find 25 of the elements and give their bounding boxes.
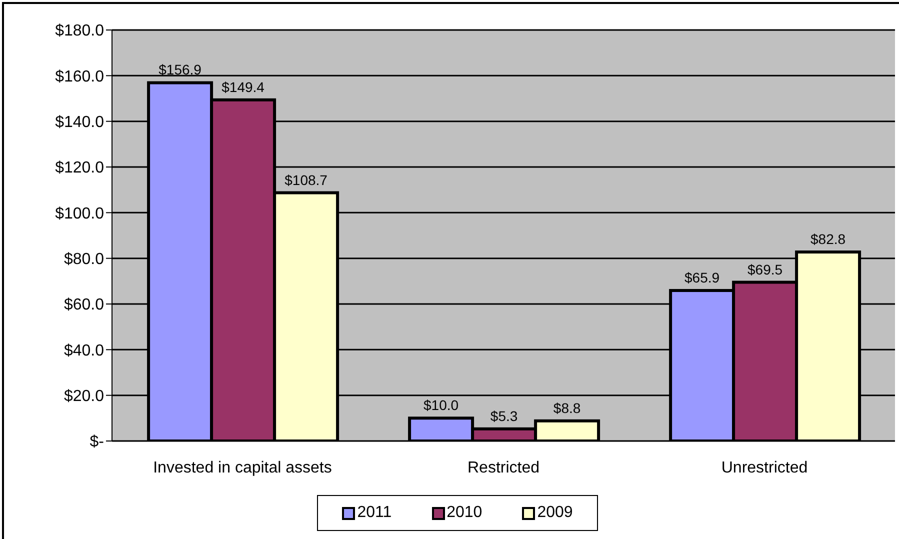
y-tick-label: $140.0 [55, 114, 104, 132]
legend-label: 2011 [356, 504, 392, 522]
y-tick-label: $- [90, 434, 104, 451]
y-tick-label: $20.0 [64, 388, 104, 406]
y-tick-label: $60.0 [64, 296, 104, 314]
legend-label: 2009 [536, 504, 573, 522]
y-tick-label: $180.0 [55, 22, 104, 40]
y-tick-label: $100.0 [55, 205, 104, 222]
data-label: $8.8 [553, 400, 581, 416]
y-tick-label: $160.0 [55, 68, 104, 86]
x-tick-label: Unrestricted [721, 459, 808, 476]
data-label: $10.0 [424, 397, 459, 414]
data-label: $82.8 [810, 230, 846, 247]
data-label: $156.9 [158, 62, 202, 78]
y-tick-label: $120.0 [55, 160, 104, 177]
y-tick-label: $80.0 [64, 251, 104, 268]
data-label: $69.5 [748, 261, 783, 278]
legend-label: 2010 [446, 504, 482, 522]
data-label: $5.3 [490, 408, 518, 424]
x-tick-label: Invested in capital assets [153, 459, 332, 476]
data-label: $108.7 [284, 172, 328, 188]
x-tick-label: Restricted [467, 459, 540, 476]
data-label: $149.4 [222, 78, 265, 95]
data-label: $65.9 [684, 270, 720, 286]
y-tick-label: $40.0 [64, 342, 104, 360]
